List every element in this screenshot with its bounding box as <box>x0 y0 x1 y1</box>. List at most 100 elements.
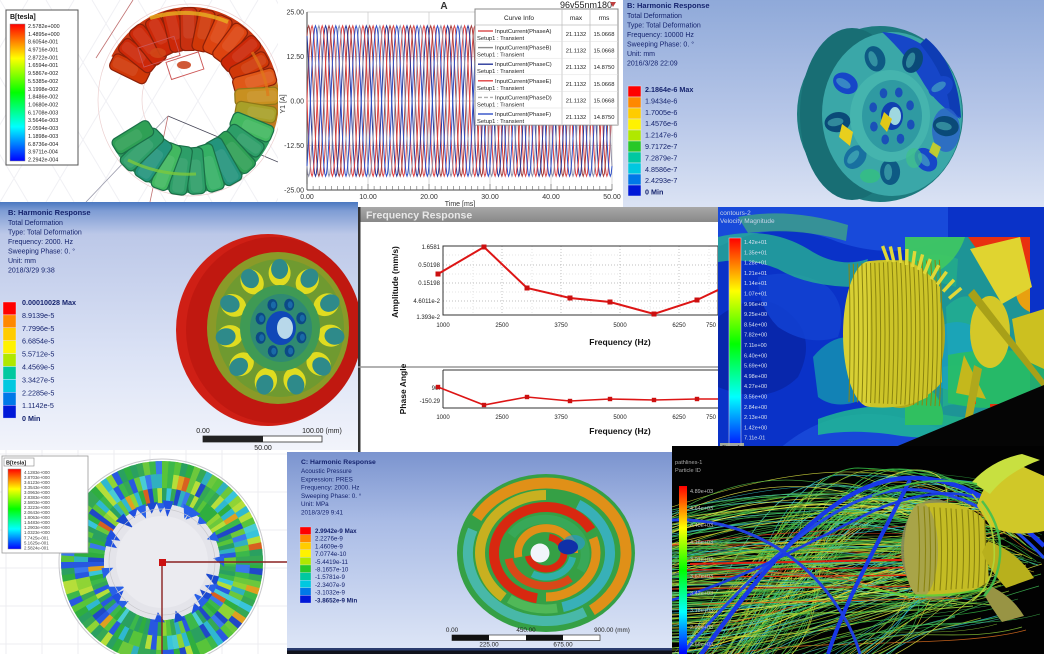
svg-text:96v55nm180: 96v55nm180 <box>560 0 612 10</box>
svg-text:21.1132: 21.1132 <box>566 32 587 38</box>
svg-text:8.6054e-001: 8.6054e-001 <box>28 40 58 46</box>
svg-text:Frequency: 2000. Hz: Frequency: 2000. Hz <box>8 239 73 246</box>
svg-text:15.0668: 15.0668 <box>594 32 615 38</box>
svg-text:0.15198: 0.15198 <box>418 281 440 287</box>
svg-text:Amplitude (mm/s): Amplitude (mm/s) <box>390 246 400 318</box>
svg-text:1.8063e+000: 1.8063e+000 <box>24 515 50 520</box>
svg-text:Frequency: 10000 Hz: Frequency: 10000 Hz <box>627 32 694 39</box>
svg-text:30.00: 30.00 <box>481 194 499 201</box>
svg-text:Setup1 : Transient: Setup1 : Transient <box>477 102 524 108</box>
svg-text:2.93e+03: 2.93e+03 <box>690 625 713 631</box>
svg-text:Frequency (Hz): Frequency (Hz) <box>589 426 651 436</box>
svg-text:1.42e+01: 1.42e+01 <box>744 240 767 246</box>
svg-text:5.5712e-5: 5.5712e-5 <box>22 350 54 359</box>
svg-text:B: Harmonic Response: B: Harmonic Response <box>8 208 91 217</box>
svg-text:B[tesla]: B[tesla] <box>10 14 36 21</box>
svg-text:6250: 6250 <box>672 323 686 329</box>
svg-text:Phase Angle: Phase Angle <box>398 363 408 414</box>
svg-text:2016/3/28 22:09: 2016/3/28 22:09 <box>627 61 678 68</box>
svg-text:B: Harmonic Response: B: Harmonic Response <box>627 1 710 10</box>
svg-text:1000: 1000 <box>436 415 450 421</box>
svg-text:rms: rms <box>599 15 611 22</box>
svg-text:Sweeping Phase: 0. °: Sweeping Phase: 0. ° <box>8 248 75 256</box>
svg-text:0 Min: 0 Min <box>22 414 40 423</box>
svg-text:Unit: mm: Unit: mm <box>627 51 655 58</box>
svg-text:2.5824e-001: 2.5824e-001 <box>24 545 49 550</box>
svg-text:1.4895e+000: 1.4895e+000 <box>28 32 60 38</box>
svg-text:2.8722e-001: 2.8722e-001 <box>28 55 58 61</box>
svg-text:15.0668: 15.0668 <box>594 98 615 104</box>
svg-text:3.0963e+000: 3.0963e+000 <box>24 490 50 495</box>
svg-text:-3.8652e-9 Min: -3.8652e-9 Min <box>315 597 358 604</box>
svg-text:4.6011e-2: 4.6011e-2 <box>413 299 440 305</box>
svg-text:Type: Total Deformation: Type: Total Deformation <box>627 23 701 30</box>
svg-text:225.00: 225.00 <box>479 642 499 649</box>
svg-text:2.4293e-7: 2.4293e-7 <box>645 176 677 185</box>
svg-text:12.50: 12.50 <box>286 54 304 61</box>
svg-text:2.5803e+000: 2.5803e+000 <box>24 500 50 505</box>
svg-text:2500: 2500 <box>495 323 509 329</box>
svg-text:InputCurrent(PhaseF): InputCurrent(PhaseF) <box>495 112 551 118</box>
svg-text:3.42e+03: 3.42e+03 <box>690 591 713 597</box>
svg-text:3750: 3750 <box>554 323 568 329</box>
svg-text:3.5646e-003: 3.5646e-003 <box>28 118 58 124</box>
svg-text:Setup1 : Transient: Setup1 : Transient <box>477 36 524 42</box>
svg-text:Frequency Response: Frequency Response <box>366 210 472 222</box>
svg-text:A: A <box>440 1 447 12</box>
svg-text:3750: 3750 <box>554 415 568 421</box>
svg-text:5000: 5000 <box>613 415 627 421</box>
svg-text:7.7996e-5: 7.7996e-5 <box>22 324 54 333</box>
svg-text:Particle ID: Particle ID <box>675 468 701 474</box>
svg-text:Setup1 : Transient: Setup1 : Transient <box>477 53 524 59</box>
svg-text:675.00: 675.00 <box>553 642 573 649</box>
svg-text:7.11e-01: 7.11e-01 <box>744 436 765 442</box>
svg-text:1.0323e+000: 1.0323e+000 <box>24 530 50 535</box>
svg-text:2.0643e+000: 2.0643e+000 <box>24 510 50 515</box>
svg-text:2.5782e+000: 2.5782e+000 <box>28 24 60 30</box>
svg-text:Expression: PRES: Expression: PRES <box>301 476 353 483</box>
svg-text:0 Min: 0 Min <box>645 188 663 197</box>
svg-text:900.00 (mm): 900.00 (mm) <box>594 627 630 634</box>
svg-text:Curve Info: Curve Info <box>504 15 534 22</box>
svg-text:-3.1032e-9: -3.1032e-9 <box>315 590 345 597</box>
svg-text:Velocity Magnitude: Velocity Magnitude <box>720 218 775 225</box>
svg-text:4.27e+00: 4.27e+00 <box>744 384 767 390</box>
svg-text:21.1132: 21.1132 <box>566 82 587 88</box>
svg-text:3.3543e+000: 3.3543e+000 <box>24 485 50 490</box>
svg-text:Setup1 : Transient: Setup1 : Transient <box>477 86 524 92</box>
svg-text:6.8736e-004: 6.8736e-004 <box>28 142 58 148</box>
svg-text:Y1 [A]: Y1 [A] <box>280 94 287 113</box>
svg-text:7.11e+00: 7.11e+00 <box>744 343 767 349</box>
svg-text:1.9434e-6: 1.9434e-6 <box>645 96 677 105</box>
svg-text:2018/3/29 9:38: 2018/3/29 9:38 <box>8 268 55 275</box>
svg-text:-12.50: -12.50 <box>284 143 304 150</box>
svg-text:4.1283e+000: 4.1283e+000 <box>24 470 50 475</box>
svg-text:4.64e+03: 4.64e+03 <box>690 506 713 512</box>
svg-text:1.21e+01: 1.21e+01 <box>744 271 767 277</box>
svg-text:4.16e+03: 4.16e+03 <box>690 540 713 546</box>
svg-text:1.393e-2: 1.393e-2 <box>416 315 440 321</box>
svg-text:3.3427e-5: 3.3427e-5 <box>22 375 54 384</box>
svg-text:2.1864e-6 Max: 2.1864e-6 Max <box>645 85 693 94</box>
svg-text:20.00: 20.00 <box>420 194 438 201</box>
svg-text:0.00010028 Max: 0.00010028 Max <box>22 298 76 307</box>
svg-text:1.8486e-002: 1.8486e-002 <box>28 95 58 101</box>
svg-text:2.9942e-9 Max: 2.9942e-9 Max <box>315 528 357 535</box>
svg-text:40.00: 40.00 <box>542 194 560 201</box>
svg-text:5.69e+00: 5.69e+00 <box>744 364 767 370</box>
svg-text:1.1898e-003: 1.1898e-003 <box>28 134 58 140</box>
svg-text:1.07e+01: 1.07e+01 <box>744 292 767 298</box>
svg-text:14.8750: 14.8750 <box>594 115 615 121</box>
svg-text:max: max <box>570 15 583 22</box>
svg-text:25.00: 25.00 <box>286 10 304 17</box>
svg-text:0.00: 0.00 <box>446 627 459 634</box>
svg-text:15.0668: 15.0668 <box>594 82 615 88</box>
svg-text:1.5483e+000: 1.5483e+000 <box>24 520 50 525</box>
svg-text:2.69e+03: 2.69e+03 <box>690 642 713 648</box>
svg-text:1.35e+01: 1.35e+01 <box>744 250 767 256</box>
svg-text:-2.3407e-9: -2.3407e-9 <box>315 582 345 589</box>
svg-text:C: Harmonic Response: C: Harmonic Response <box>301 459 376 466</box>
svg-text:3.6123e+000: 3.6123e+000 <box>24 480 50 485</box>
svg-text:0.50198: 0.50198 <box>418 263 440 269</box>
svg-text:2.13e+00: 2.13e+00 <box>744 415 767 421</box>
